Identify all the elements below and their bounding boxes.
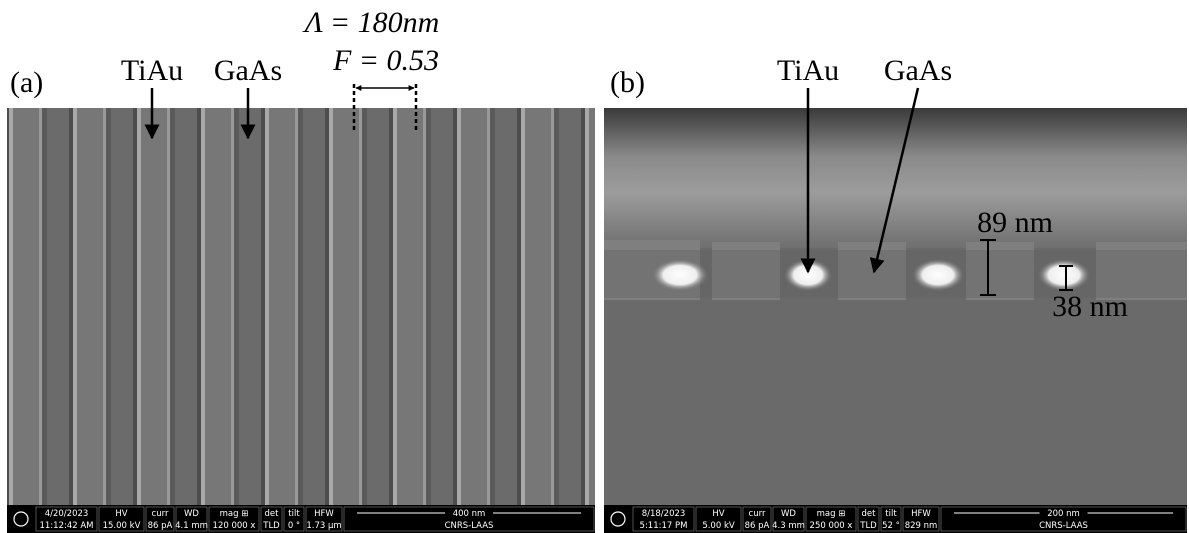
field-name: HFW bbox=[911, 509, 931, 519]
scale-label: 200 nm bbox=[1047, 509, 1080, 519]
field-name: HV bbox=[712, 509, 724, 519]
time: 5:11:17 PM bbox=[640, 521, 688, 531]
label-semiconductor: GaAs bbox=[884, 54, 952, 87]
field-value: 86 pA bbox=[148, 521, 173, 531]
field-value: TLD bbox=[859, 521, 877, 531]
field-value: 4.1 mm bbox=[175, 521, 208, 531]
field-name: mag ⊞ bbox=[220, 509, 249, 519]
field-value: 5.00 kV bbox=[702, 521, 735, 531]
field-value: 52 ° bbox=[882, 521, 900, 531]
label-metal: TiAu bbox=[121, 54, 183, 87]
info-bar: 4/20/2023 11:12:42 AM HV 15.00 kV curr 86 pA W… bbox=[7, 505, 595, 533]
field-name: det bbox=[862, 509, 877, 519]
label-height: 89 nm bbox=[977, 206, 1053, 239]
field-value: 829 nm bbox=[905, 521, 938, 531]
field-name: curr bbox=[152, 509, 169, 519]
field-value: 120 000 x bbox=[213, 521, 256, 531]
date: 4/20/2023 bbox=[45, 509, 89, 519]
field-name: WD bbox=[184, 509, 199, 519]
sem-image bbox=[7, 108, 595, 505]
field-name: tilt bbox=[885, 509, 897, 519]
time: 11:12:42 AM bbox=[39, 521, 93, 531]
field-value: 15.00 kV bbox=[103, 521, 141, 531]
panel-label: (b) bbox=[610, 66, 645, 99]
label-thickness: 38 nm bbox=[1052, 290, 1128, 323]
label-semiconductor: GaAs bbox=[214, 54, 282, 87]
field-name: det bbox=[265, 509, 280, 519]
field-value: 86 pA bbox=[745, 521, 770, 531]
field-name: tilt bbox=[288, 509, 300, 519]
field-name: WD bbox=[781, 509, 796, 519]
field-value: 4.3 mm bbox=[772, 521, 805, 531]
panel-label: (a) bbox=[10, 66, 43, 99]
field-name: curr bbox=[749, 509, 766, 519]
field-value: TLD bbox=[262, 521, 280, 531]
lab-name: CNRS-LAAS bbox=[1039, 521, 1088, 531]
figure: (a) TiAu GaAs Λ = 180nm F = 0.53 (b) TiA… bbox=[0, 0, 1189, 533]
info-bar-bg bbox=[7, 505, 595, 533]
field-value: 0 ° bbox=[288, 521, 300, 531]
lab-name: CNRS-LAAS bbox=[445, 521, 494, 531]
info-bar: 8/18/2023 5:11:17 PM HV 5.00 kV curr 86 pA WD 4… bbox=[604, 505, 1187, 533]
field-value: 250 000 x bbox=[810, 521, 853, 531]
field-name: mag ⊞ bbox=[817, 509, 846, 519]
field-name: HFW bbox=[314, 509, 334, 519]
label-period: Λ = 180nm bbox=[302, 6, 440, 39]
scale-label: 400 nm bbox=[453, 509, 486, 519]
field-value: 1.73 μm bbox=[306, 521, 341, 531]
field-name: HV bbox=[115, 509, 127, 519]
date: 8/18/2023 bbox=[642, 509, 686, 519]
label-fill-factor: F = 0.53 bbox=[332, 44, 439, 77]
label-metal: TiAu bbox=[777, 54, 839, 87]
